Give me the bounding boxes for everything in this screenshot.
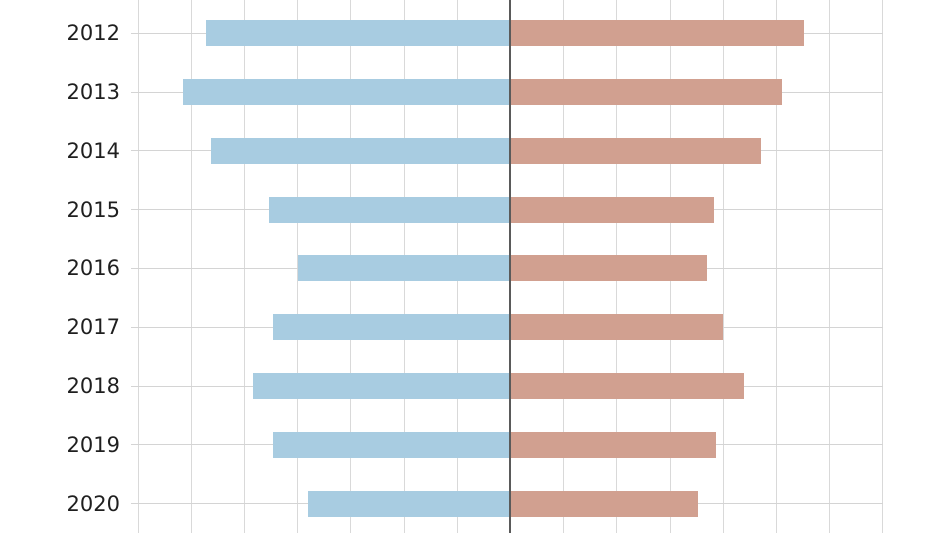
y-tick-label: 2015 (66, 197, 120, 222)
y-tick-label: 2017 (66, 315, 120, 340)
y-tick-label: 2014 (66, 138, 120, 163)
right-bar (510, 255, 708, 282)
y-tick-label: 2016 (66, 256, 120, 281)
left-bar (211, 137, 511, 164)
left-bar (183, 79, 511, 105)
left-bar (308, 490, 511, 517)
right-bar (510, 431, 717, 458)
left-bar (273, 431, 511, 458)
y-tick-label: 2013 (66, 80, 120, 104)
x-gridline (722, 0, 724, 533)
left-bar (297, 255, 511, 282)
right-bar (510, 373, 745, 399)
right-bar (510, 79, 783, 105)
right-bar (510, 137, 762, 164)
left-bar (205, 20, 511, 47)
left-bar (269, 196, 511, 223)
right-bar (510, 20, 804, 47)
x-gridline (243, 0, 245, 533)
y-tick-label: 2020 (66, 491, 120, 516)
y-tick-label: 2012 (66, 21, 120, 46)
right-bar (510, 314, 723, 341)
right-bar (510, 196, 715, 223)
x-gridline (829, 0, 831, 533)
y-tick-label: 2018 (66, 374, 120, 398)
x-gridline (775, 0, 777, 533)
y-tick-label: 2019 (66, 432, 120, 457)
x-gridline (882, 0, 884, 533)
x-gridline (190, 0, 192, 533)
x-gridline (137, 0, 139, 533)
left-bar (272, 314, 511, 341)
zero-axis-line (509, 0, 512, 533)
left-bar (253, 373, 511, 399)
right-bar (510, 490, 698, 517)
